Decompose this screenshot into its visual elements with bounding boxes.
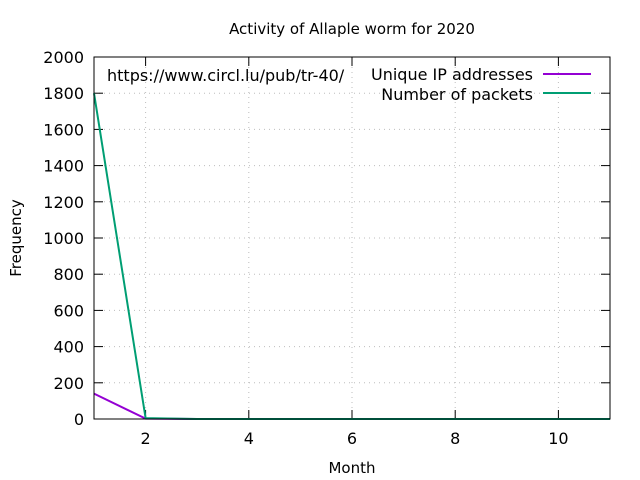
x-tick-label: 8 — [450, 429, 460, 448]
y-tick-label: 2000 — [43, 48, 84, 67]
y-tick-label: 1000 — [43, 229, 84, 248]
y-tick-label: 1400 — [43, 157, 84, 176]
x-tick-label: 10 — [548, 429, 568, 448]
y-tick-label: 400 — [53, 338, 84, 357]
tick-labels: 0 200 400 600 800 1000 1200 1400 1600 1800 2000 2 4 6… — [43, 48, 568, 448]
y-tick-label: 1200 — [43, 193, 84, 212]
plot-frame — [93, 56, 611, 420]
x-tick-label: 4 — [244, 429, 254, 448]
x-tick-label: 2 — [141, 429, 151, 448]
y-tick-label: 1800 — [43, 84, 84, 103]
x-axis-label: Month — [328, 459, 375, 477]
legend-label-packets: Number of packets — [381, 85, 533, 104]
legend-label-unique-ip: Unique IP addresses — [371, 65, 533, 84]
y-tick-label: 200 — [53, 374, 84, 393]
y-tick-label: 600 — [53, 301, 84, 320]
y-axis-label: Frequency — [7, 199, 25, 277]
source-annotation: https://www.circl.lu/pub/tr-40/ — [107, 66, 345, 85]
y-tick-label: 800 — [53, 265, 84, 284]
legend: Unique IP addresses Number of packets — [371, 65, 591, 104]
grid — [94, 57, 610, 419]
y-tick-label: 0 — [74, 410, 84, 429]
x-tick-label: 6 — [347, 429, 357, 448]
y-tick-label: 1600 — [43, 120, 84, 139]
chart-title: Activity of Allaple worm for 2020 — [229, 20, 475, 38]
